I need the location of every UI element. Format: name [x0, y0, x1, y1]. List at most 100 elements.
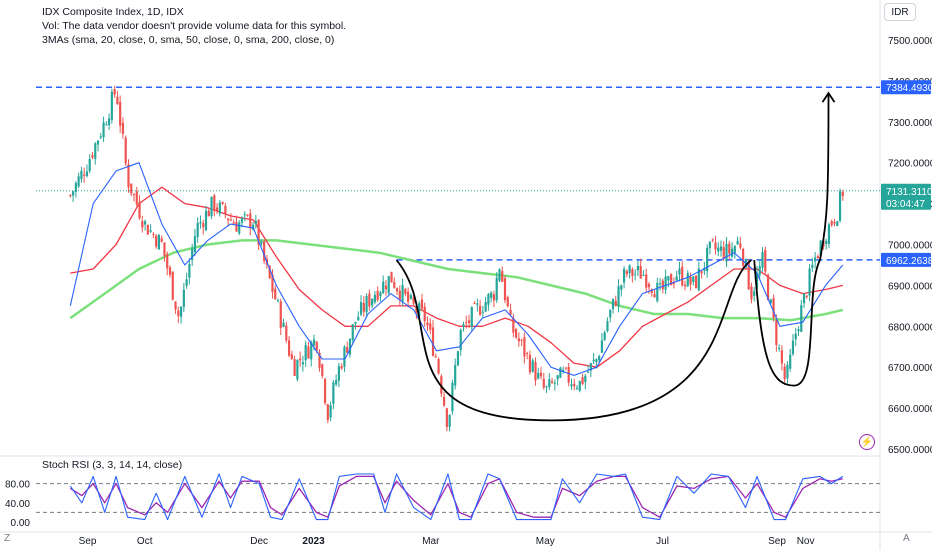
neckline-price-label: 6962.2638: [886, 256, 932, 267]
timezone-z-label[interactable]: Z: [4, 533, 11, 544]
candle-body: [127, 164, 130, 188]
candle-body: [290, 354, 293, 360]
candle-body: [412, 296, 415, 304]
candle-body: [575, 387, 579, 389]
candle-body: [523, 337, 526, 357]
candle-body: [337, 366, 340, 381]
candle-body: [462, 324, 465, 327]
candle-body: [465, 322, 468, 324]
symbol-title[interactable]: IDX Composite Index, 1D, IDX: [42, 6, 184, 18]
stoch-rsi-label[interactable]: Stoch RSI (3, 3, 14, 14, close): [42, 459, 183, 471]
candle-body: [357, 316, 360, 321]
candle-body: [177, 310, 180, 317]
candle-body: [215, 207, 219, 211]
candle-body: [606, 321, 609, 332]
candle-body: [517, 338, 520, 342]
candle-body: [121, 122, 125, 135]
candle-body: [343, 346, 346, 367]
candle-body: [836, 221, 839, 226]
resistance-price-label-bg: [881, 80, 931, 95]
candle-body: [299, 358, 302, 361]
candle-body: [559, 367, 562, 378]
candle-body: [503, 278, 507, 301]
candle-body: [672, 282, 676, 284]
candle-body: [296, 359, 299, 380]
candle-body: [495, 277, 498, 301]
candle-body: [91, 155, 94, 158]
currency-button[interactable]: IDR: [884, 3, 916, 21]
flash-icon[interactable]: ⚡: [859, 434, 875, 450]
y-tick-label: 6500.0000: [888, 445, 932, 456]
candle-body: [332, 382, 335, 404]
candle-body: [595, 359, 598, 363]
candle-body: [769, 299, 772, 304]
candle-body: [628, 265, 631, 274]
rsi-tick-label: 0.00: [11, 518, 31, 529]
candle-body: [772, 298, 775, 318]
candle-body: [728, 243, 731, 254]
candle-body: [656, 282, 659, 302]
candle-body: [800, 305, 803, 332]
candle-body: [797, 329, 800, 332]
candle-body: [160, 238, 163, 242]
candle-body: [841, 191, 844, 197]
candle-body: [678, 268, 681, 275]
candle-body: [238, 222, 241, 234]
candle-body: [335, 380, 338, 385]
candle-body: [742, 248, 745, 266]
candle-body: [72, 191, 75, 196]
candle-body: [166, 254, 169, 269]
candle-body: [113, 89, 116, 95]
sma50-line: [70, 186, 843, 368]
candle-body: [221, 202, 224, 204]
candle-body: [697, 268, 700, 291]
candle-body: [415, 305, 418, 313]
candle-body: [351, 324, 354, 341]
candle-body: [434, 356, 437, 358]
candle-body: [534, 362, 537, 381]
candle-body: [578, 380, 581, 391]
candle-body: [753, 291, 756, 296]
candle-body: [348, 338, 352, 355]
candle-body: [689, 276, 692, 285]
candle-body: [285, 325, 288, 341]
candle-body: [323, 378, 327, 403]
candle-body: [263, 241, 266, 261]
candle-body: [479, 305, 482, 315]
candle-body: [199, 222, 202, 224]
y-tick-label: 7200.0000: [888, 159, 932, 170]
candle-body: [224, 205, 227, 215]
neckline-price-label-bg: [881, 252, 931, 267]
candle-body: [620, 285, 623, 290]
candle-body: [700, 270, 703, 274]
candle-body: [611, 298, 615, 310]
candle-body: [346, 347, 349, 353]
candle-body: [124, 137, 127, 164]
candle-body: [83, 174, 86, 176]
x-tick-label: Sep: [768, 536, 786, 547]
rsi-tick-label: 80.00: [5, 480, 30, 491]
candle-body: [240, 217, 244, 223]
candle-body: [584, 375, 587, 383]
candle-body: [213, 195, 216, 211]
auto-scale-a-label[interactable]: A: [903, 533, 910, 544]
candle-body: [692, 276, 695, 283]
candle-body: [69, 194, 72, 196]
candle-body: [243, 214, 246, 216]
rsi-tick-label: 40.00: [5, 499, 30, 510]
candle-body: [778, 347, 781, 349]
candle-body: [833, 222, 836, 224]
candle-body: [163, 242, 166, 257]
candle-body: [570, 384, 573, 387]
candle-body: [586, 371, 590, 373]
x-tick-label: Sep: [79, 536, 97, 547]
candle-body: [152, 233, 155, 235]
candle-body: [191, 248, 194, 260]
candle-body: [467, 320, 471, 323]
candle-body: [694, 275, 698, 289]
candle-body: [276, 300, 280, 302]
candle-body: [390, 271, 393, 283]
moving-averages-label[interactable]: 3MAs (sma, 20, close, 0, sma, 50, close,…: [42, 34, 335, 46]
candle-body: [182, 289, 185, 307]
